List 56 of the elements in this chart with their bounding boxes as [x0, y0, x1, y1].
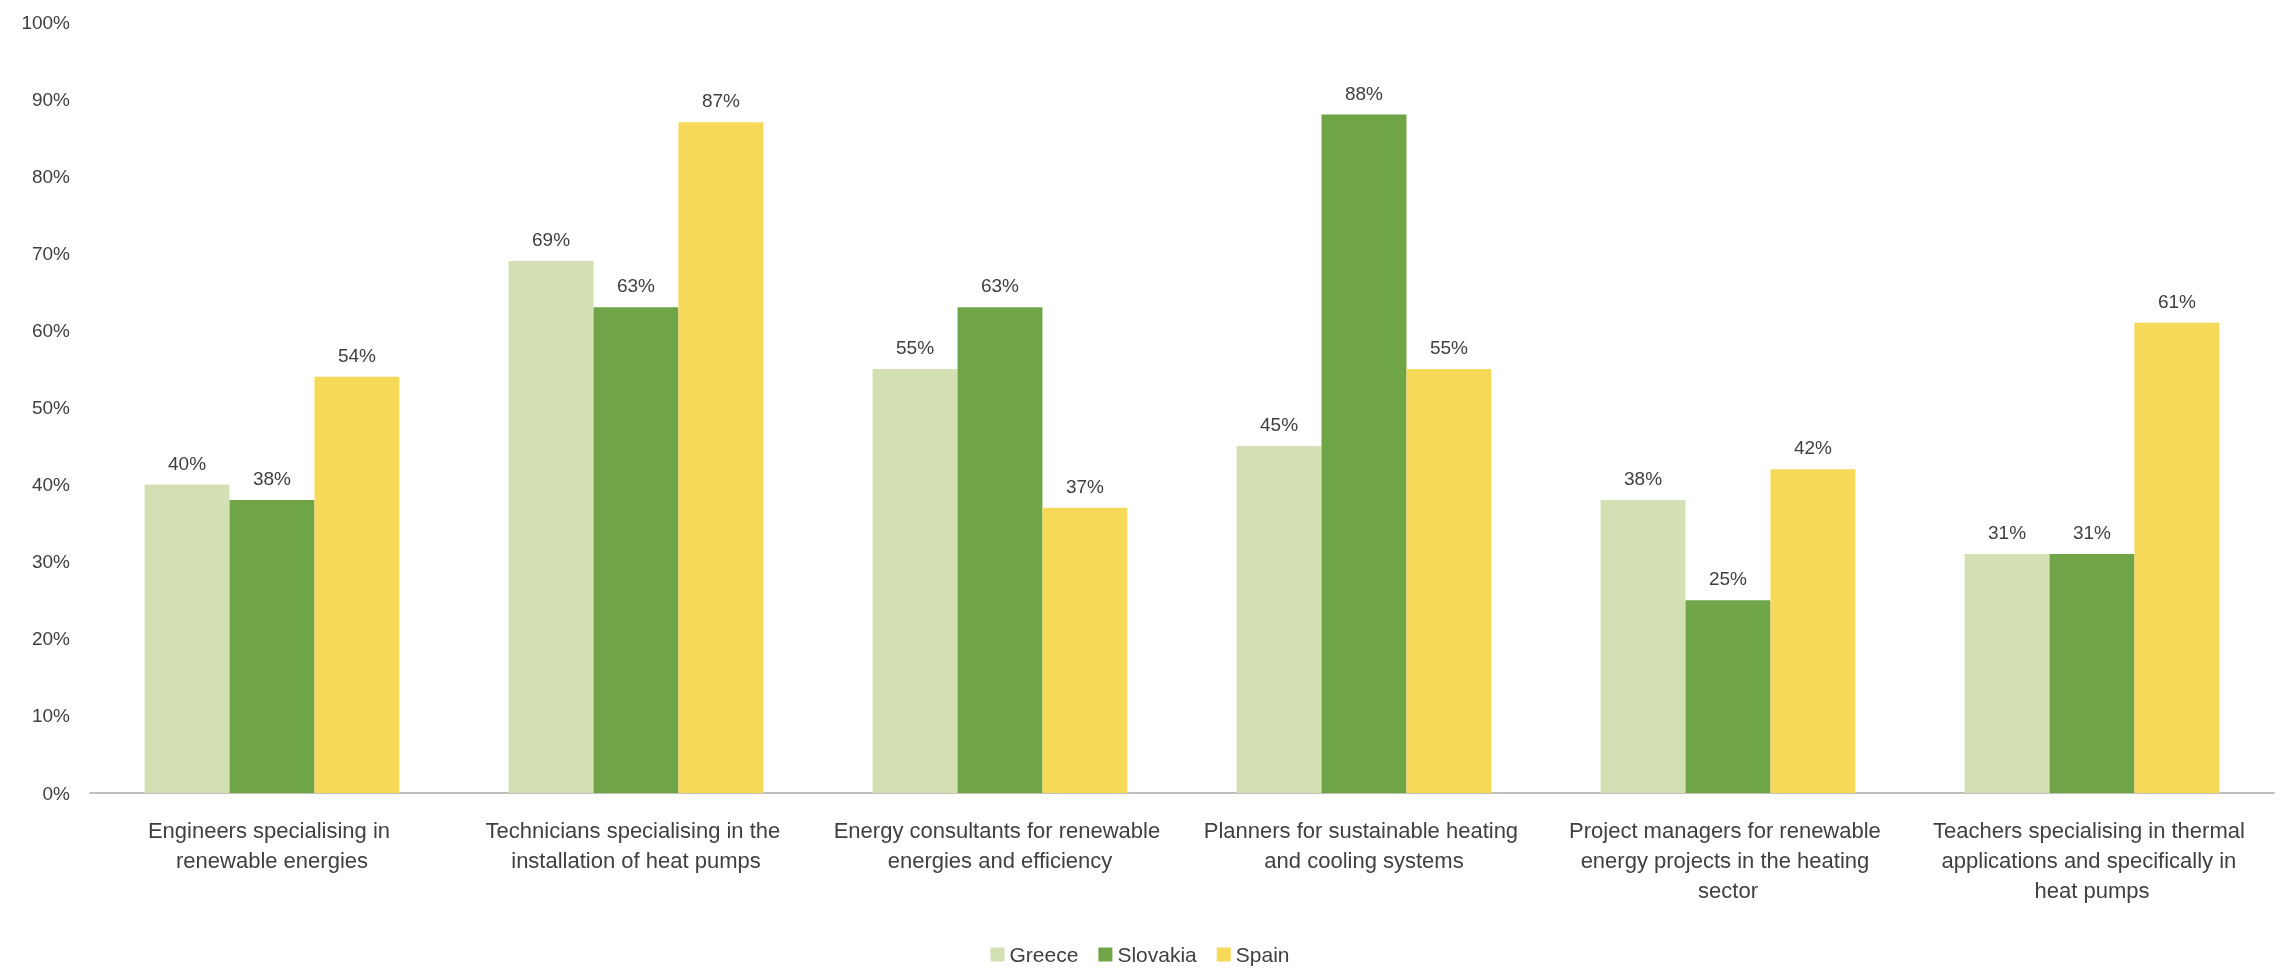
data-label: 25%: [1708, 568, 1748, 590]
data-label: 40%: [168, 452, 207, 474]
bar: [1600, 500, 1686, 793]
bar: [144, 484, 230, 793]
y-tick-label: 30%: [31, 551, 71, 573]
data-label: 38%: [252, 468, 292, 490]
y-tick-label: 10%: [31, 705, 71, 727]
y-tick-label: 0%: [42, 782, 71, 804]
data-label: 55%: [1429, 336, 1469, 358]
bar: [678, 122, 764, 793]
y-tick-label: 50%: [31, 397, 71, 418]
data-label: 63%: [980, 275, 1020, 297]
bar: [508, 261, 594, 793]
data-label: 37%: [1065, 475, 1105, 497]
y-tick-label: 90%: [31, 88, 71, 110]
data-label: 88%: [1344, 82, 1384, 104]
x-tick-label: Energy consultants for renewable energies and efficiency: [833, 817, 1167, 873]
bar: [1406, 368, 1492, 793]
bar: [593, 307, 679, 793]
x-tick-label: Project managers for renewable energy projects in the heating sector: [1569, 817, 1887, 903]
y-tick-label: 100%: [21, 11, 71, 33]
y-tick-label: 60%: [31, 319, 71, 341]
data-label: 63%: [616, 275, 656, 297]
bar: [957, 307, 1043, 793]
x-tick-label: Technicians specialising in the installation of heat pumps: [485, 817, 787, 873]
bar: [229, 500, 315, 793]
bar: [2134, 322, 2220, 793]
legend-label: Slovakia: [1117, 943, 1198, 966]
data-label: 69%: [532, 229, 571, 251]
bar: [314, 376, 400, 793]
data-label: 42%: [1793, 437, 1833, 459]
y-tick-label: 70%: [31, 242, 71, 264]
bar: [1321, 114, 1407, 793]
data-label: 87%: [701, 90, 741, 112]
data-label: 61%: [2157, 290, 2197, 312]
data-label: 31%: [2072, 521, 2112, 543]
data-label: 45%: [1260, 414, 1299, 436]
bar: [2049, 553, 2135, 793]
y-tick-label: 80%: [31, 165, 71, 187]
data-label: 54%: [337, 344, 377, 366]
data-label: 38%: [1624, 468, 1663, 490]
y-tick-label: 20%: [31, 628, 71, 650]
x-tick-label: Planners for sustainable heating and cooling systems: [1203, 817, 1525, 873]
bar: [1770, 469, 1856, 793]
legend-label: Spain: [1235, 943, 1290, 966]
bar: [1236, 446, 1322, 793]
legend-label: Greece: [1009, 943, 1079, 966]
data-label: 31%: [1988, 521, 2027, 543]
data-label: 55%: [896, 336, 935, 358]
bar: [1964, 553, 2050, 793]
bar: [1042, 507, 1128, 793]
x-tick-label: Engineers specialising in renewable energies: [147, 817, 397, 873]
x-tick-label: Teachers specialising in thermal applications and specifically in heat pumps: [1933, 817, 2251, 903]
y-tick-label: 40%: [31, 474, 71, 496]
bar: [1685, 600, 1771, 793]
bar: [872, 368, 958, 793]
